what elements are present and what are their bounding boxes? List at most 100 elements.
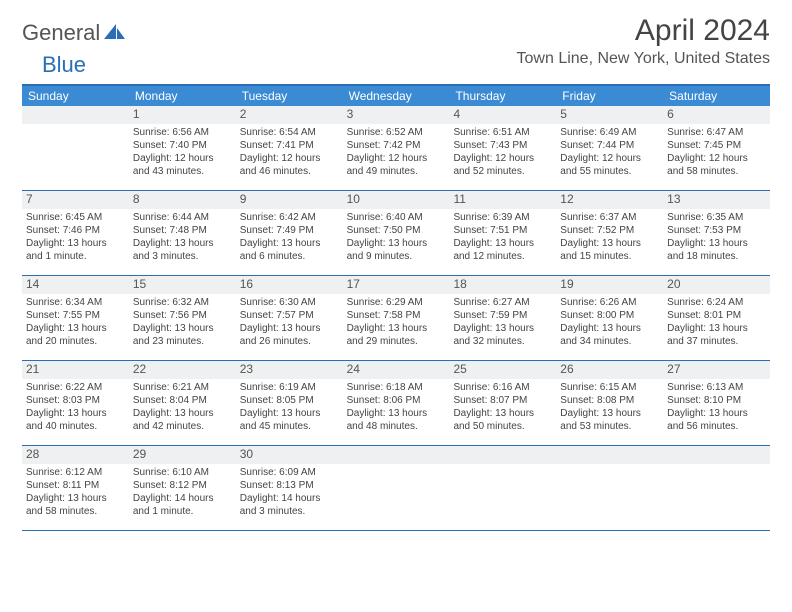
day-cell: 26Sunrise: 6:15 AMSunset: 8:08 PMDayligh… <box>556 361 663 445</box>
sunrise-text: Sunrise: 6:44 AM <box>133 211 232 224</box>
sunrise-text: Sunrise: 6:30 AM <box>240 296 339 309</box>
sunrise-text: Sunrise: 6:15 AM <box>560 381 659 394</box>
daylight-text: Daylight: 12 hours and 46 minutes. <box>240 152 339 178</box>
day-number <box>22 106 129 124</box>
daylight-text: Daylight: 13 hours and 56 minutes. <box>667 407 766 433</box>
sunset-text: Sunset: 7:46 PM <box>26 224 125 237</box>
sunset-text: Sunset: 7:55 PM <box>26 309 125 322</box>
daylight-text: Daylight: 13 hours and 29 minutes. <box>347 322 446 348</box>
sunset-text: Sunset: 8:00 PM <box>560 309 659 322</box>
daylight-text: Daylight: 13 hours and 20 minutes. <box>26 322 125 348</box>
day-number: 8 <box>129 191 236 209</box>
day-cell: 28Sunrise: 6:12 AMSunset: 8:11 PMDayligh… <box>22 446 129 530</box>
daylight-text: Daylight: 13 hours and 18 minutes. <box>667 237 766 263</box>
sunrise-text: Sunrise: 6:18 AM <box>347 381 446 394</box>
title-block: April 2024 Town Line, New York, United S… <box>517 14 770 68</box>
sunset-text: Sunset: 8:01 PM <box>667 309 766 322</box>
day-cell <box>556 446 663 530</box>
daylight-text: Daylight: 13 hours and 15 minutes. <box>560 237 659 263</box>
daylight-text: Daylight: 13 hours and 37 minutes. <box>667 322 766 348</box>
month-title: April 2024 <box>517 14 770 48</box>
daylight-text: Daylight: 12 hours and 58 minutes. <box>667 152 766 178</box>
sunset-text: Sunset: 7:58 PM <box>347 309 446 322</box>
logo-text-general: General <box>22 20 100 46</box>
day-number: 16 <box>236 276 343 294</box>
day-cell: 8Sunrise: 6:44 AMSunset: 7:48 PMDaylight… <box>129 191 236 275</box>
day-cell: 1Sunrise: 6:56 AMSunset: 7:40 PMDaylight… <box>129 106 236 190</box>
day-number: 1 <box>129 106 236 124</box>
dow-saturday: Saturday <box>663 86 770 106</box>
daylight-text: Daylight: 13 hours and 58 minutes. <box>26 492 125 518</box>
week-row: 14Sunrise: 6:34 AMSunset: 7:55 PMDayligh… <box>22 276 770 361</box>
dow-friday: Friday <box>556 86 663 106</box>
day-number: 28 <box>22 446 129 464</box>
day-number: 17 <box>343 276 450 294</box>
day-cell: 3Sunrise: 6:52 AMSunset: 7:42 PMDaylight… <box>343 106 450 190</box>
day-cell: 5Sunrise: 6:49 AMSunset: 7:44 PMDaylight… <box>556 106 663 190</box>
day-number: 5 <box>556 106 663 124</box>
sunset-text: Sunset: 7:42 PM <box>347 139 446 152</box>
day-cell <box>449 446 556 530</box>
day-number: 22 <box>129 361 236 379</box>
sunrise-text: Sunrise: 6:35 AM <box>667 211 766 224</box>
day-number: 13 <box>663 191 770 209</box>
sunrise-text: Sunrise: 6:21 AM <box>133 381 232 394</box>
day-number <box>556 446 663 464</box>
day-number: 19 <box>556 276 663 294</box>
week-row: 7Sunrise: 6:45 AMSunset: 7:46 PMDaylight… <box>22 191 770 276</box>
day-cell: 18Sunrise: 6:27 AMSunset: 7:59 PMDayligh… <box>449 276 556 360</box>
day-cell: 20Sunrise: 6:24 AMSunset: 8:01 PMDayligh… <box>663 276 770 360</box>
sunset-text: Sunset: 7:41 PM <box>240 139 339 152</box>
dow-tuesday: Tuesday <box>236 86 343 106</box>
day-number: 26 <box>556 361 663 379</box>
week-row: 28Sunrise: 6:12 AMSunset: 8:11 PMDayligh… <box>22 446 770 531</box>
day-number: 23 <box>236 361 343 379</box>
day-number: 14 <box>22 276 129 294</box>
day-number: 29 <box>129 446 236 464</box>
day-number: 11 <box>449 191 556 209</box>
sunrise-text: Sunrise: 6:40 AM <box>347 211 446 224</box>
day-number <box>663 446 770 464</box>
daylight-text: Daylight: 13 hours and 32 minutes. <box>453 322 552 348</box>
sunrise-text: Sunrise: 6:19 AM <box>240 381 339 394</box>
day-cell: 2Sunrise: 6:54 AMSunset: 7:41 PMDaylight… <box>236 106 343 190</box>
daylight-text: Daylight: 13 hours and 53 minutes. <box>560 407 659 433</box>
day-number: 24 <box>343 361 450 379</box>
day-number: 9 <box>236 191 343 209</box>
day-number: 15 <box>129 276 236 294</box>
sunrise-text: Sunrise: 6:52 AM <box>347 126 446 139</box>
daylight-text: Daylight: 13 hours and 34 minutes. <box>560 322 659 348</box>
day-number <box>449 446 556 464</box>
weeks-container: 1Sunrise: 6:56 AMSunset: 7:40 PMDaylight… <box>22 106 770 531</box>
daylight-text: Daylight: 13 hours and 12 minutes. <box>453 237 552 263</box>
daylight-text: Daylight: 12 hours and 43 minutes. <box>133 152 232 178</box>
day-number: 2 <box>236 106 343 124</box>
sunrise-text: Sunrise: 6:51 AM <box>453 126 552 139</box>
daylight-text: Daylight: 13 hours and 9 minutes. <box>347 237 446 263</box>
week-row: 21Sunrise: 6:22 AMSunset: 8:03 PMDayligh… <box>22 361 770 446</box>
sunset-text: Sunset: 8:06 PM <box>347 394 446 407</box>
day-cell: 4Sunrise: 6:51 AMSunset: 7:43 PMDaylight… <box>449 106 556 190</box>
day-cell <box>663 446 770 530</box>
day-cell: 9Sunrise: 6:42 AMSunset: 7:49 PMDaylight… <box>236 191 343 275</box>
sunset-text: Sunset: 8:13 PM <box>240 479 339 492</box>
daylight-text: Daylight: 13 hours and 40 minutes. <box>26 407 125 433</box>
calendar-grid: Sunday Monday Tuesday Wednesday Thursday… <box>22 84 770 531</box>
day-cell: 22Sunrise: 6:21 AMSunset: 8:04 PMDayligh… <box>129 361 236 445</box>
sunrise-text: Sunrise: 6:22 AM <box>26 381 125 394</box>
sunrise-text: Sunrise: 6:09 AM <box>240 466 339 479</box>
sunrise-text: Sunrise: 6:45 AM <box>26 211 125 224</box>
daylight-text: Daylight: 13 hours and 6 minutes. <box>240 237 339 263</box>
sunset-text: Sunset: 7:49 PM <box>240 224 339 237</box>
sunset-text: Sunset: 8:03 PM <box>26 394 125 407</box>
sunrise-text: Sunrise: 6:39 AM <box>453 211 552 224</box>
daylight-text: Daylight: 13 hours and 23 minutes. <box>133 322 232 348</box>
sunset-text: Sunset: 7:51 PM <box>453 224 552 237</box>
day-cell <box>22 106 129 190</box>
day-cell: 14Sunrise: 6:34 AMSunset: 7:55 PMDayligh… <box>22 276 129 360</box>
day-number: 6 <box>663 106 770 124</box>
day-number: 20 <box>663 276 770 294</box>
sunrise-text: Sunrise: 6:13 AM <box>667 381 766 394</box>
daylight-text: Daylight: 12 hours and 55 minutes. <box>560 152 659 178</box>
location-text: Town Line, New York, United States <box>517 50 770 68</box>
